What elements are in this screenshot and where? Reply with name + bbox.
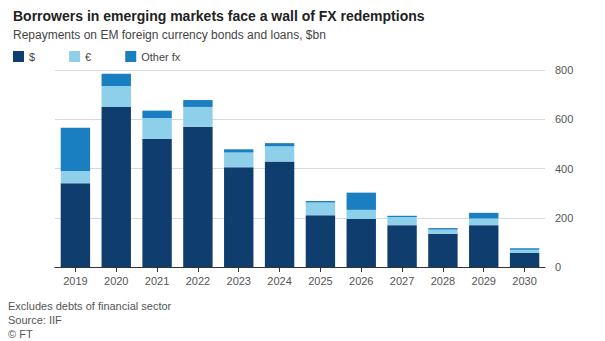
svg-text:2024: 2024 — [267, 275, 291, 287]
svg-text:Borrowers in emerging markets: Borrowers in emerging markets face a wal… — [13, 8, 425, 24]
svg-text:Repayments on EM foreign curre: Repayments on EM foreign currency bonds … — [13, 28, 326, 42]
svg-text:400: 400 — [555, 163, 573, 175]
svg-text:2020: 2020 — [104, 275, 128, 287]
svg-text:2025: 2025 — [308, 275, 332, 287]
svg-text:2022: 2022 — [186, 275, 210, 287]
svg-text:$: $ — [29, 51, 35, 63]
svg-text:2021: 2021 — [145, 275, 169, 287]
svg-text:2028: 2028 — [431, 275, 455, 287]
svg-text:2023: 2023 — [227, 275, 251, 287]
svg-text:Other fx: Other fx — [141, 51, 181, 63]
svg-text:2027: 2027 — [390, 275, 414, 287]
svg-text:Source: IIF: Source: IIF — [8, 314, 62, 326]
svg-text:800: 800 — [555, 64, 573, 76]
svg-text:2030: 2030 — [512, 275, 536, 287]
svg-text:600: 600 — [555, 113, 573, 125]
svg-text:2026: 2026 — [349, 275, 373, 287]
svg-text:200: 200 — [555, 212, 573, 224]
svg-text:€: € — [85, 51, 91, 63]
svg-text:Excludes debts of financial se: Excludes debts of financial sector — [8, 300, 172, 312]
svg-text:0: 0 — [555, 261, 561, 273]
svg-text:2019: 2019 — [63, 275, 87, 287]
svg-text:© FT: © FT — [8, 328, 33, 340]
svg-text:2029: 2029 — [472, 275, 496, 287]
